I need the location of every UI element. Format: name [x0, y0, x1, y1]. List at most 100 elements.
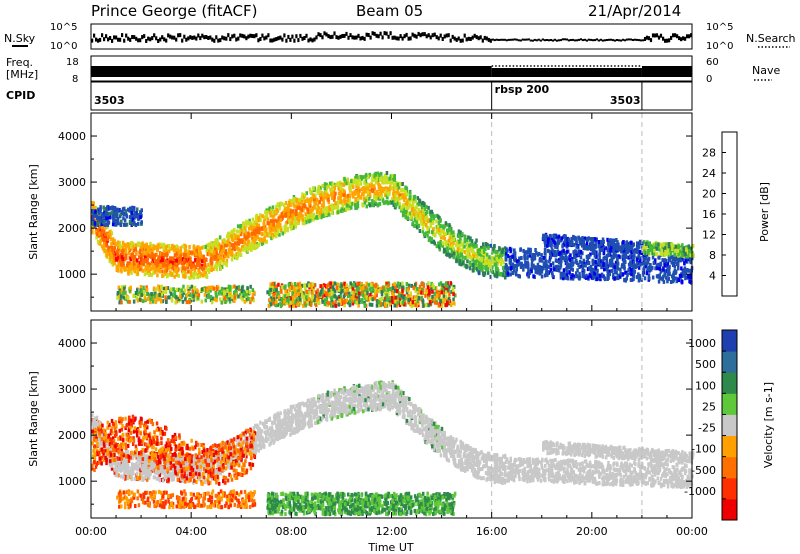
power-echo: [320, 203, 324, 208]
power-echo: [429, 211, 432, 216]
power-echo: [237, 234, 240, 239]
power-echo: [230, 257, 234, 262]
power-echo: [129, 244, 133, 249]
power-echo: [513, 248, 516, 253]
power-echo: [205, 275, 209, 279]
power-echo: [378, 201, 382, 206]
power-echo: [352, 291, 355, 296]
power-echo: [640, 261, 643, 266]
power-echo: [397, 191, 400, 196]
power-echo: [385, 200, 388, 204]
noise-sample: [653, 33, 657, 38]
power-echo: [450, 249, 453, 254]
power-echo: [219, 259, 222, 264]
power-echo: [139, 215, 142, 220]
noise-sample: [127, 36, 130, 41]
power-echo: [438, 293, 441, 298]
power-echo: [553, 234, 556, 239]
power-echo: [191, 250, 194, 255]
power-echo: [690, 280, 693, 285]
power-echo: [226, 234, 229, 239]
power-echo: [356, 292, 359, 297]
power-echo: [278, 232, 281, 237]
power-echo: [637, 255, 640, 260]
power-echo: [161, 258, 164, 262]
power-echo: [662, 279, 666, 284]
power-echo: [326, 192, 329, 197]
power-echo: [568, 257, 571, 262]
power-echo: [566, 242, 569, 247]
power-echo: [124, 209, 127, 214]
power-echo: [559, 265, 562, 270]
power-echo: [684, 272, 687, 277]
power-echo: [385, 175, 388, 180]
power-echo: [495, 274, 499, 279]
power-echo: [169, 263, 172, 268]
power-echo: [661, 277, 664, 282]
power-echo: [260, 238, 264, 243]
power-echo: [295, 209, 298, 214]
power-echo: [312, 217, 315, 222]
power-echo: [156, 247, 159, 252]
power-echo: [608, 269, 611, 274]
power-echo: [439, 243, 442, 248]
power-echo: [368, 190, 371, 195]
power-echo: [613, 243, 616, 248]
power-echo: [644, 264, 648, 269]
power-echo: [402, 188, 405, 193]
noise-sample: [273, 37, 276, 42]
power-echo: [495, 271, 499, 276]
power-echo: [455, 240, 458, 245]
power-echo: [688, 268, 691, 273]
power-echo: [309, 282, 313, 287]
power-echo: [291, 294, 294, 299]
noise-sample: [603, 39, 607, 42]
power-echo: [323, 293, 326, 298]
power-echo: [220, 245, 223, 250]
power-echo: [426, 233, 429, 238]
power-echo: [482, 261, 485, 265]
noise-sample: [649, 38, 653, 43]
power-echo: [317, 184, 321, 189]
power-echo: [374, 191, 378, 196]
power-echo: [171, 257, 175, 262]
power-echo: [572, 242, 575, 247]
power-echo: [258, 230, 261, 235]
power-echo: [183, 254, 187, 259]
noise-sample: [359, 36, 362, 41]
power-echo: [349, 188, 352, 193]
power-echo: [110, 255, 114, 259]
power-echo: [475, 255, 478, 260]
power-echo: [295, 287, 299, 292]
power-echo: [295, 298, 298, 303]
power-echo: [588, 255, 591, 260]
power-echo: [452, 230, 455, 235]
power-echo: [642, 267, 645, 272]
power-echo: [421, 226, 425, 231]
power-echo: [253, 233, 257, 237]
power-echo: [142, 262, 145, 267]
power-echo: [379, 191, 383, 196]
power-echo: [566, 276, 569, 281]
power-echo: [343, 201, 347, 206]
power-echo: [275, 219, 279, 224]
power-echo: [619, 274, 622, 279]
power-echo: [359, 195, 363, 200]
power-echo: [540, 274, 544, 279]
power-echo: [119, 248, 123, 253]
power-echo: [416, 202, 419, 207]
power-echo: [230, 252, 233, 257]
power-echo: [119, 244, 122, 249]
power-echo: [149, 267, 152, 271]
power-echo: [569, 260, 572, 265]
power-echo: [416, 299, 419, 304]
noise-sample: [497, 39, 500, 41]
power-echo: [665, 251, 669, 256]
power-echo: [412, 212, 416, 217]
noise-sample: [523, 38, 526, 41]
power-echo: [410, 283, 414, 288]
power-echo: [103, 222, 107, 227]
power-echo: [256, 226, 259, 231]
power-echo: [527, 273, 530, 278]
power-echo: [656, 266, 659, 271]
